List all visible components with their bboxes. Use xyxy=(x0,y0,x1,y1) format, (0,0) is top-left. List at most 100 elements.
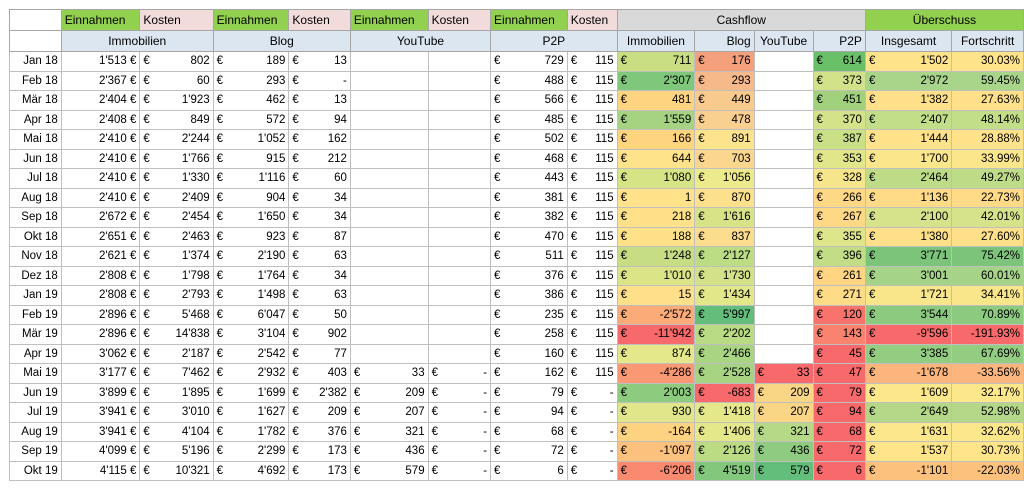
youtube-kosten-cell[interactable] xyxy=(427,187,492,208)
p2p-einnahmen-cell[interactable]: €162 xyxy=(490,363,568,384)
blog-kosten-cell[interactable]: €34 xyxy=(288,207,351,228)
youtube-kosten-cell[interactable] xyxy=(427,129,492,150)
blog-kosten-cell[interactable]: €94 xyxy=(288,109,351,130)
cf-youtube-cell[interactable] xyxy=(753,70,814,91)
youtube-einnahmen-cell[interactable]: €207 xyxy=(349,402,429,423)
cf-immobilien-cell[interactable]: €711 xyxy=(616,51,696,72)
insgesamt-cell[interactable]: €1'609 xyxy=(864,382,953,403)
cf-youtube-cell[interactable] xyxy=(753,129,814,150)
immobilien-einnahmen-cell[interactable]: 2'367 € xyxy=(60,70,141,91)
cf-youtube-cell[interactable] xyxy=(753,51,814,72)
p2p-einnahmen-cell[interactable]: €94 xyxy=(490,402,568,423)
blog-einnahmen-cell[interactable]: €189 xyxy=(212,51,290,72)
subheader-p2p[interactable]: P2P xyxy=(490,30,618,52)
blog-einnahmen-cell[interactable]: €6'047 xyxy=(212,304,290,325)
cf-blog-cell[interactable]: €837 xyxy=(694,226,755,247)
p2p-einnahmen-cell[interactable]: €381 xyxy=(490,187,568,208)
p2p-kosten-cell[interactable]: € - xyxy=(566,402,618,423)
blog-kosten-cell[interactable]: €60 xyxy=(288,168,351,189)
youtube-einnahmen-cell[interactable] xyxy=(349,265,429,286)
cf-p2p-cell[interactable]: €387 xyxy=(812,129,866,150)
cf-p2p-cell[interactable]: €373 xyxy=(812,70,866,91)
cf-immobilien-cell[interactable]: €166 xyxy=(616,129,696,150)
cf-youtube-cell[interactable]: €207 xyxy=(753,402,814,423)
youtube-kosten-cell[interactable] xyxy=(427,285,492,306)
cf-youtube-cell[interactable] xyxy=(753,168,814,189)
fortschritt-cell[interactable]: 52.98% xyxy=(951,402,1024,423)
cf-youtube-cell[interactable] xyxy=(753,343,814,364)
cf-immobilien-cell[interactable]: €15 xyxy=(616,285,696,306)
fortschritt-cell[interactable]: -22.03% xyxy=(951,460,1024,481)
p2p-kosten-cell[interactable]: €115 xyxy=(566,109,618,130)
cf-blog-cell[interactable]: €2'127 xyxy=(694,246,755,267)
cf-blog-cell[interactable]: €449 xyxy=(694,90,755,111)
immobilien-einnahmen-cell[interactable]: 2'410 € xyxy=(60,168,141,189)
fortschritt-cell[interactable]: 49.27% xyxy=(951,168,1024,189)
cf-blog-cell[interactable]: €2'466 xyxy=(694,343,755,364)
fortschritt-cell[interactable]: 60.01% xyxy=(951,265,1024,286)
immobilien-einnahmen-cell[interactable]: 3'941 € xyxy=(60,402,141,423)
fortschritt-cell[interactable]: 75.42% xyxy=(951,246,1024,267)
insgesamt-cell[interactable]: € -9'596 xyxy=(864,324,953,345)
subheader-cf-p2p[interactable]: P2P xyxy=(812,30,866,52)
immobilien-einnahmen-cell[interactable]: 2'896 € xyxy=(60,304,141,325)
blog-einnahmen-cell[interactable]: €1'627 xyxy=(212,402,290,423)
p2p-einnahmen-cell[interactable]: €502 xyxy=(490,129,568,150)
subheader-fortschritt[interactable]: Fortschritt xyxy=(951,30,1024,52)
p2p-kosten-cell[interactable]: €115 xyxy=(566,285,618,306)
immobilien-kosten-cell[interactable]: €802 xyxy=(139,51,214,72)
cf-p2p-cell[interactable]: €271 xyxy=(812,285,866,306)
immobilien-kosten-cell[interactable]: €1'330 xyxy=(139,168,214,189)
cf-immobilien-cell[interactable]: €874 xyxy=(616,343,696,364)
header-kosten-p2p[interactable]: Kosten xyxy=(566,9,618,31)
cf-p2p-cell[interactable]: €94 xyxy=(812,402,866,423)
immobilien-kosten-cell[interactable]: €1'766 xyxy=(139,148,214,169)
youtube-kosten-cell[interactable]: € - xyxy=(427,441,492,462)
blog-einnahmen-cell[interactable]: €2'932 xyxy=(212,363,290,384)
cf-p2p-cell[interactable]: €266 xyxy=(812,187,866,208)
blog-einnahmen-cell[interactable]: €1'699 xyxy=(212,382,290,403)
fortschritt-cell[interactable]: 70.89% xyxy=(951,304,1024,325)
youtube-kosten-cell[interactable]: € - xyxy=(427,402,492,423)
month-cell[interactable]: Mai 18 xyxy=(9,129,62,150)
immobilien-einnahmen-cell[interactable]: 3'062 € xyxy=(60,343,141,364)
youtube-kosten-cell[interactable]: € - xyxy=(427,382,492,403)
youtube-kosten-cell[interactable] xyxy=(427,324,492,345)
p2p-kosten-cell[interactable]: €115 xyxy=(566,343,618,364)
youtube-kosten-cell[interactable] xyxy=(427,90,492,111)
immobilien-einnahmen-cell[interactable]: 2'808 € xyxy=(60,285,141,306)
cf-blog-cell[interactable]: €1'418 xyxy=(694,402,755,423)
month-cell[interactable]: Jan 19 xyxy=(9,285,62,306)
cf-p2p-cell[interactable]: €120 xyxy=(812,304,866,325)
p2p-kosten-cell[interactable]: €115 xyxy=(566,187,618,208)
p2p-einnahmen-cell[interactable]: €79 xyxy=(490,382,568,403)
blog-einnahmen-cell[interactable]: €1'764 xyxy=(212,265,290,286)
header-einnahmen-youtube[interactable]: Einnahmen xyxy=(349,9,429,31)
cf-p2p-cell[interactable]: €614 xyxy=(812,51,866,72)
cf-youtube-cell[interactable] xyxy=(753,207,814,228)
immobilien-kosten-cell[interactable]: €5'196 xyxy=(139,441,214,462)
cf-blog-cell[interactable]: € -683 xyxy=(694,382,755,403)
blog-einnahmen-cell[interactable]: €1'116 xyxy=(212,168,290,189)
header-kosten-blog[interactable]: Kosten xyxy=(288,9,351,31)
cf-p2p-cell[interactable]: €6 xyxy=(812,460,866,481)
month-cell[interactable]: Jun 18 xyxy=(9,148,62,169)
fortschritt-cell[interactable]: 30.73% xyxy=(951,441,1024,462)
cf-blog-cell[interactable]: €1'056 xyxy=(694,168,755,189)
month-cell[interactable]: Apr 18 xyxy=(9,109,62,130)
p2p-kosten-cell[interactable]: € - xyxy=(566,421,618,442)
blog-einnahmen-cell[interactable]: €1'052 xyxy=(212,129,290,150)
subheader-cf-blog[interactable]: Blog xyxy=(694,30,755,52)
immobilien-kosten-cell[interactable]: €2'244 xyxy=(139,129,214,150)
youtube-kosten-cell[interactable] xyxy=(427,207,492,228)
subheader-insgesamt[interactable]: Insgesamt xyxy=(864,30,953,52)
cf-immobilien-cell[interactable]: € -2'572 xyxy=(616,304,696,325)
insgesamt-cell[interactable]: €3'385 xyxy=(864,343,953,364)
youtube-einnahmen-cell[interactable] xyxy=(349,70,429,91)
blog-kosten-cell[interactable]: €212 xyxy=(288,148,351,169)
insgesamt-cell[interactable]: €1'444 xyxy=(864,129,953,150)
month-cell[interactable]: Okt 19 xyxy=(9,460,62,481)
blog-kosten-cell[interactable]: €34 xyxy=(288,187,351,208)
header-ueberschuss[interactable]: Überschuss xyxy=(864,9,1024,31)
cf-immobilien-cell[interactable]: €2'307 xyxy=(616,70,696,91)
